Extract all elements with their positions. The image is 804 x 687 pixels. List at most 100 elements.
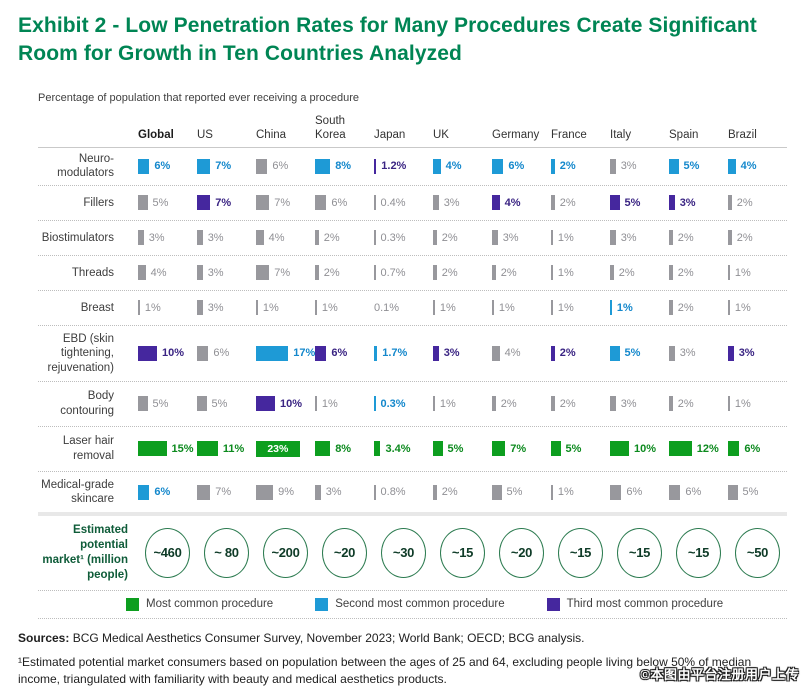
data-cell: 4% <box>492 345 551 361</box>
market-circle: ~15 <box>676 527 721 578</box>
cell-value: 2% <box>677 301 694 314</box>
data-cell: 6% <box>610 484 669 500</box>
page-title: Exhibit 2 - Low Penetration Rates for Ma… <box>18 14 757 65</box>
cell-value: 6% <box>154 160 171 173</box>
table-header-row: Global US China South Korea Japan UK Germany Fr… <box>38 112 787 148</box>
table-row: Laser hair removal 15% 11% 23% 8% 3.4% 5% 7% 5% 1… <box>38 427 787 472</box>
legend-label: Second most common procedure <box>335 598 505 611</box>
cell-value: 2% <box>500 397 517 410</box>
none-bar <box>315 230 319 246</box>
data-cell: 2% <box>315 265 374 281</box>
data-cell: 4% <box>256 230 315 246</box>
table-row: Medical-grade skincare 6% 7% 9% 3% 0.8% 2% 5% 1%… <box>38 472 787 513</box>
data-cell: 3% <box>197 265 256 281</box>
cell-value: 3% <box>679 196 696 209</box>
market-cell: ~460 <box>138 527 197 578</box>
data-cell: 0.3% <box>374 230 433 246</box>
data-cell: 2% <box>315 230 374 246</box>
data-cell: 1.2% <box>374 158 433 174</box>
none-bar <box>728 300 730 316</box>
most-bar <box>315 441 331 457</box>
cell-value: 1% <box>439 397 456 410</box>
none-bar <box>492 484 502 500</box>
none-bar <box>315 265 319 281</box>
none-bar <box>669 345 675 361</box>
none-bar <box>551 195 555 211</box>
sources-line: Sources: BCG Medical Aesthetics Consumer… <box>18 631 784 645</box>
second-bar <box>728 158 736 174</box>
row-label: Medical-grade skincare <box>41 478 114 506</box>
cell-value: 0.3% <box>380 397 406 410</box>
cell-value: 2% <box>441 231 458 244</box>
table-row: Threads 4% 3% 7% 2% 0.7% 2% 2% 1% 2% 2% 1% <box>38 256 787 291</box>
cell-value: 1% <box>262 301 279 314</box>
data-cell: 3% <box>669 195 728 211</box>
second-bar <box>551 158 555 174</box>
none-bar <box>138 195 148 211</box>
cell-value: 1% <box>616 301 633 314</box>
none-bar <box>197 396 207 412</box>
cell-value: 7% <box>215 196 232 209</box>
none-bar <box>551 300 553 316</box>
cell-value: 3% <box>325 486 342 499</box>
none-bar <box>551 265 553 281</box>
none-bar <box>728 195 732 211</box>
cell-value: 10% <box>634 442 657 455</box>
legend-item-third: Third most common procedure <box>546 597 724 611</box>
column-header-japan: Japan <box>374 128 406 141</box>
market-circle: ~30 <box>381 527 426 578</box>
data-cell: 2% <box>433 484 492 500</box>
none-bar <box>610 396 616 412</box>
cell-value: 1% <box>321 397 338 410</box>
cell-value: 2% <box>323 231 340 244</box>
none-bar <box>374 195 376 211</box>
data-cell: 1% <box>728 265 787 281</box>
market-cell: ~15 <box>669 527 728 578</box>
sources-label: Sources: <box>18 630 70 645</box>
cell-value: 3% <box>207 266 224 279</box>
cell-value: 7% <box>510 442 527 455</box>
most-bar <box>669 441 692 457</box>
data-cell: 5% <box>197 396 256 412</box>
data-cell: 3.4% <box>374 441 433 457</box>
cell-value: 5% <box>447 442 464 455</box>
cell-value: 1.7% <box>382 347 408 360</box>
none-bar <box>315 195 327 211</box>
second-bar <box>610 345 620 361</box>
none-bar <box>610 158 616 174</box>
cell-value: 17% <box>293 347 316 360</box>
cell-value: 1% <box>734 301 751 314</box>
data-cell: 2% <box>669 300 728 316</box>
cell-value: 3% <box>148 231 165 244</box>
data-cell: 6% <box>138 158 197 174</box>
data-cell: 5% <box>610 195 669 211</box>
cell-value: 1% <box>557 301 574 314</box>
data-cell: 6% <box>728 441 787 457</box>
none-bar <box>197 300 203 316</box>
data-cell: 2% <box>669 230 728 246</box>
data-cell: 3% <box>197 300 256 316</box>
market-cell: ~ 80 <box>197 527 256 578</box>
cell-value: 3% <box>620 397 637 410</box>
none-bar <box>669 230 673 246</box>
cell-value: 7% <box>215 160 232 173</box>
none-bar <box>610 265 614 281</box>
legend-label: Third most common procedure <box>566 598 724 611</box>
data-cell: 3% <box>728 345 787 361</box>
data-cell: 2% <box>551 195 610 211</box>
cell-value: 6% <box>213 347 230 360</box>
none-bar <box>492 265 496 281</box>
data-cell: 6% <box>315 195 374 211</box>
data-cell: 6% <box>256 158 315 174</box>
cell-value: 11% <box>222 442 245 455</box>
cell-value: 1% <box>557 486 574 499</box>
none-bar <box>197 484 211 500</box>
none-bar <box>197 345 209 361</box>
second-bar <box>138 484 150 500</box>
data-cell: 10% <box>138 345 197 361</box>
data-cell: 7% <box>492 441 551 457</box>
data-cell: 2% <box>728 195 787 211</box>
none-bar <box>433 396 435 412</box>
cell-value: 2% <box>559 196 576 209</box>
cell-value: 8% <box>335 160 352 173</box>
